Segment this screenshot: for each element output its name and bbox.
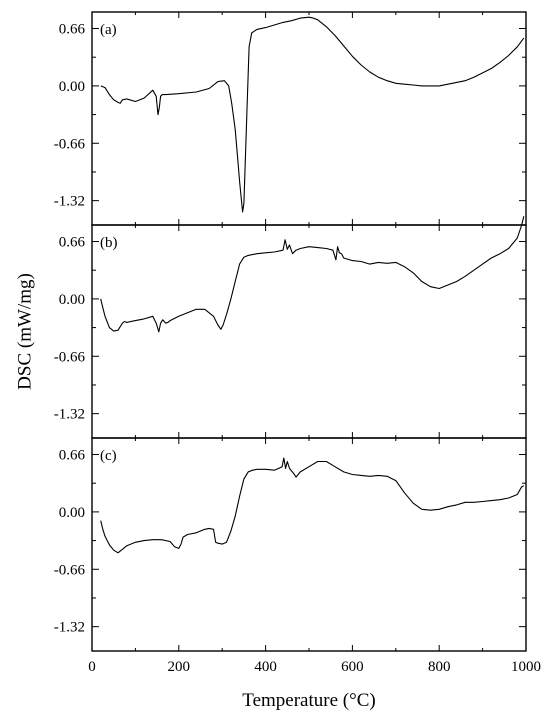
- chart-panels: 0.66 0.00 -0.66 -1.32 (a) 0.66 0.00 -0.66 -1.32 (…: [54, 11, 541, 675]
- panel-frame: [91, 437, 527, 652]
- y-tick-label: -1.32: [54, 407, 85, 423]
- panel-label: (c): [100, 448, 117, 464]
- x-tick-label: 1000: [511, 659, 541, 675]
- y-tick-label: -1.32: [54, 194, 85, 210]
- panel-frame: [91, 224, 527, 439]
- y-tick-label: 0.00: [59, 292, 85, 308]
- y-tick-label: 0.66: [59, 448, 86, 464]
- y-tick-label: 0.66: [59, 22, 86, 38]
- x-tick-labels: 0 200 400 600 800 1000: [88, 659, 541, 675]
- panel-1: 0.66 0.00 -0.66 -1.32 (a): [54, 11, 527, 226]
- y-tick-label: -0.66: [54, 136, 86, 152]
- x-tick-label: 600: [341, 659, 364, 675]
- dsc-curve-a: [100, 16, 525, 213]
- x-tick-label: 400: [254, 659, 277, 675]
- panel-3: 0.66 0.00 -0.66 -1.32 (c): [54, 437, 527, 652]
- x-tick-label: 800: [428, 659, 451, 675]
- x-axis-label: Temperature (°C): [242, 690, 375, 711]
- panel-2: 0.66 0.00 -0.66 -1.32 (b): [54, 216, 527, 439]
- y-tick-label: -0.66: [54, 562, 86, 578]
- panel-label: (a): [100, 22, 117, 38]
- x-tick-label: 0: [88, 659, 96, 675]
- y-tick-label: 0.00: [59, 505, 85, 521]
- dsc-curve-b: [100, 216, 525, 333]
- x-tick-label: 200: [168, 659, 191, 675]
- y-tick-label: -0.66: [54, 349, 86, 365]
- dsc-curve-c: [100, 457, 525, 554]
- y-tick-label: -1.32: [54, 620, 85, 636]
- panel-label: (b): [100, 235, 118, 251]
- y-axis-label: DSC (mW/mg): [14, 273, 35, 390]
- panel-frame: [91, 11, 527, 226]
- y-tick-label: 0.00: [59, 79, 85, 95]
- y-tick-label: 0.66: [59, 235, 86, 251]
